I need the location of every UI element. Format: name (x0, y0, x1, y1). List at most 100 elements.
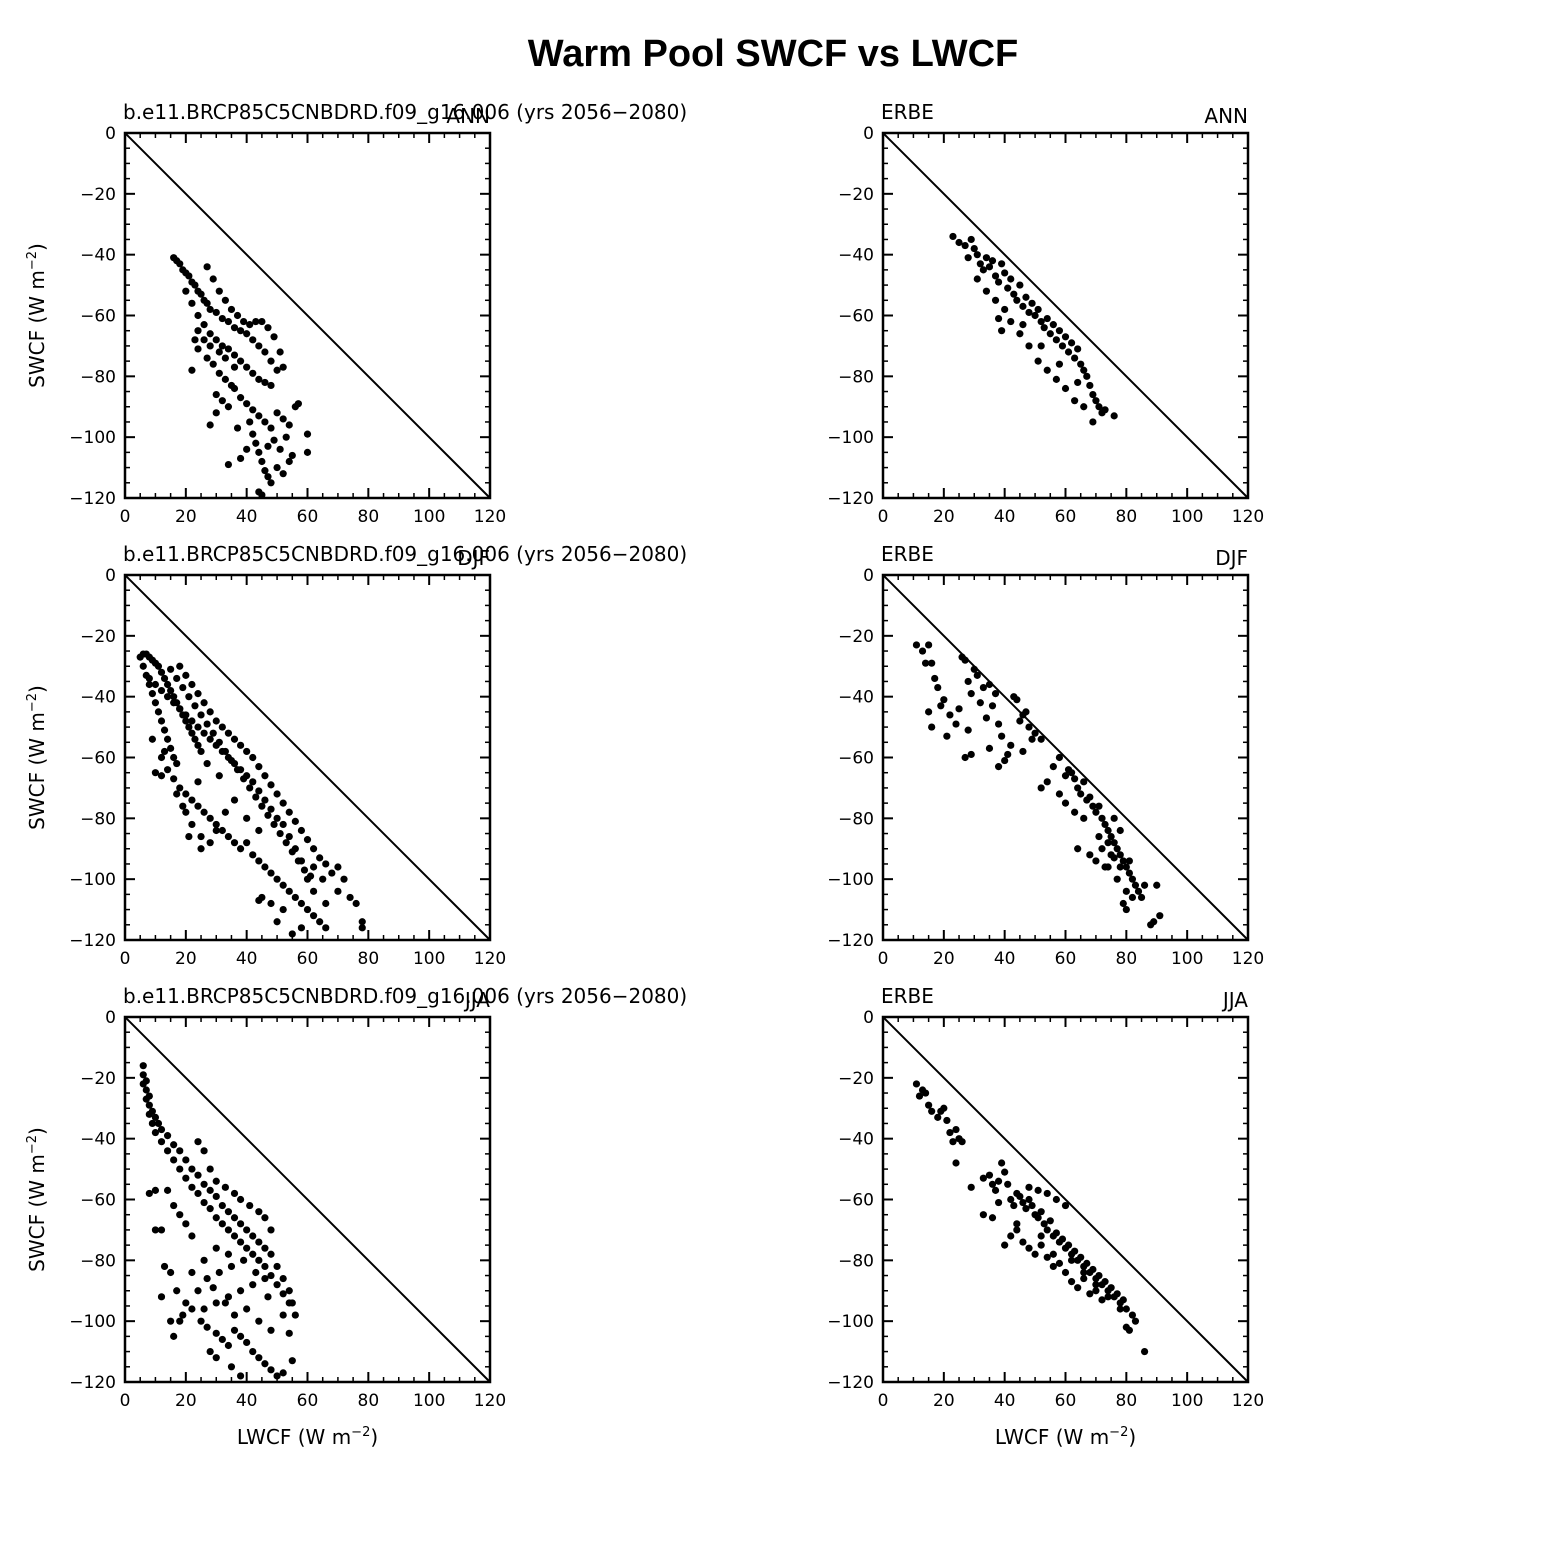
data-point (230, 324, 239, 332)
data-point (176, 662, 184, 670)
data-point (1077, 1253, 1085, 1261)
data-point (979, 1211, 987, 1219)
data-point (182, 808, 190, 816)
data-point (200, 336, 208, 344)
data-point (1028, 1201, 1036, 1210)
data-point (1104, 839, 1112, 847)
data-point (1040, 1220, 1048, 1228)
data-point (322, 899, 330, 908)
data-point (224, 1226, 233, 1234)
data-point (988, 702, 997, 710)
data-point (230, 796, 239, 804)
data-point (215, 348, 223, 356)
plot-frame (123, 573, 492, 942)
data-point (261, 467, 269, 475)
data-point (1128, 1311, 1137, 1319)
data-point (176, 1317, 184, 1325)
data-point (1137, 893, 1146, 902)
data-point (221, 1183, 229, 1191)
data-point (261, 348, 269, 356)
data-point (279, 1274, 287, 1283)
data-point (1074, 784, 1082, 792)
reference-line (882, 132, 1249, 499)
data-point (255, 787, 263, 795)
data-point (203, 1323, 211, 1331)
data-point (1067, 339, 1076, 347)
y-tick-label: −120 (69, 931, 116, 951)
data-point (1022, 1205, 1030, 1213)
data-point (212, 308, 220, 317)
data-point (218, 1335, 226, 1344)
data-point (170, 693, 178, 701)
data-point (212, 1192, 220, 1201)
x-tick-label: 120 (474, 949, 506, 969)
x-tick-label: 0 (120, 949, 131, 969)
data-point (1067, 769, 1076, 777)
data-point (206, 1347, 214, 1356)
y-tick-label: −120 (827, 931, 874, 951)
data-point (1049, 763, 1057, 771)
data-point (316, 918, 324, 926)
data-point (261, 418, 269, 426)
data-point (925, 1101, 933, 1109)
data-point (1055, 1259, 1064, 1267)
data-point (1037, 317, 1045, 326)
x-tick-label: 60 (1055, 1391, 1077, 1411)
x-tick-label: 0 (878, 949, 889, 969)
data-point (285, 1329, 293, 1337)
data-point (218, 1201, 226, 1210)
data-point (1064, 348, 1073, 356)
data-point (157, 1125, 166, 1134)
data-point (1080, 366, 1088, 374)
data-point (1095, 802, 1103, 810)
panel-model-djf: 0 20 40 60 80 100 120 0 −20 −40 −60 −80 −100 −120 b.e1… (25, 542, 687, 969)
data-point (1080, 403, 1088, 411)
data-point (994, 1198, 1003, 1207)
y-tick-label: −60 (838, 749, 874, 769)
data-point (1052, 375, 1060, 383)
data-point (985, 1171, 994, 1179)
data-point (1019, 1198, 1027, 1207)
data-point (937, 702, 945, 710)
data-point (1104, 826, 1112, 835)
data-point (157, 717, 166, 725)
data-point (949, 1138, 957, 1146)
data-point (1113, 1290, 1121, 1298)
data-point (157, 1138, 166, 1146)
data-point (949, 232, 957, 241)
data-point (236, 394, 245, 402)
data-point (212, 1354, 220, 1362)
data-point (1092, 397, 1100, 405)
data-point (154, 708, 163, 716)
data-point (297, 826, 306, 835)
data-point (952, 1125, 960, 1134)
data-point (185, 272, 193, 280)
data-point (221, 296, 229, 304)
data-point (243, 445, 251, 453)
data-point (982, 254, 991, 262)
data-point (167, 665, 175, 673)
y-tick-label: −40 (838, 246, 874, 266)
y-tick-label: −20 (80, 1069, 116, 1089)
data-point (1061, 772, 1070, 780)
data-point (1013, 1226, 1021, 1234)
data-point (1016, 717, 1024, 725)
data-point (200, 729, 208, 737)
data-point (267, 869, 275, 877)
data-point (194, 1287, 202, 1295)
data-point (946, 711, 954, 719)
y-tick-label: −120 (827, 1373, 874, 1393)
data-point (1089, 1265, 1097, 1274)
x-tick-label: 120 (474, 507, 506, 527)
data-point (170, 1156, 178, 1164)
data-point (270, 820, 278, 829)
data-point (163, 1132, 172, 1140)
data-point (255, 763, 263, 771)
data-point (1122, 887, 1130, 895)
data-point (151, 1113, 160, 1121)
data-point (167, 744, 175, 752)
x-tick-label: 40 (994, 1391, 1016, 1411)
data-point (921, 659, 930, 667)
data-point (276, 348, 284, 356)
data-point (961, 753, 969, 762)
